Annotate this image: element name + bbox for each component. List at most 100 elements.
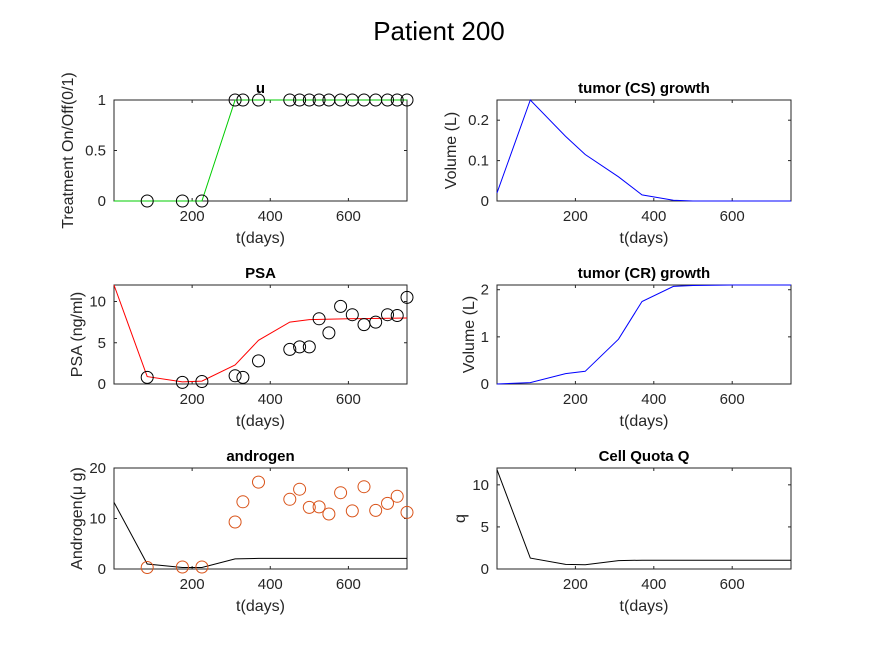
y-tick-label: 10 — [89, 511, 106, 528]
data-point — [322, 507, 336, 521]
y-tick-label: 0.1 — [468, 153, 489, 170]
data-point — [390, 309, 404, 322]
data-point — [381, 308, 394, 322]
series-line — [114, 99, 407, 202]
subplot-title: androgen — [226, 448, 294, 465]
data-point — [236, 495, 250, 509]
y-tick-label: 0 — [481, 193, 489, 210]
data-point — [236, 93, 250, 107]
data-point — [252, 354, 265, 368]
x-tick-label: 400 — [258, 391, 283, 408]
x-axis-label: t(days) — [620, 598, 669, 615]
subplot-title: tumor (CR) growth — [578, 265, 710, 282]
data-point — [252, 93, 265, 107]
data-point — [140, 194, 154, 208]
x-tick-label: 600 — [720, 576, 745, 593]
x-tick-label: 200 — [563, 391, 588, 408]
y-tick-label: 0.2 — [468, 112, 489, 129]
axes-frame — [496, 99, 792, 202]
data-point — [381, 496, 394, 510]
subplot-title: tumor (CS) growth — [578, 80, 710, 97]
y-tick-label: 0.5 — [85, 143, 106, 160]
x-tick-label: 600 — [336, 391, 361, 408]
data-point — [345, 308, 359, 322]
data-point — [195, 375, 209, 388]
plot-area — [496, 469, 791, 566]
data-point — [302, 340, 316, 354]
subplot-u: 200 400 600 0 0.5 1 u t(days) Treatment On/Off(0… — [60, 72, 414, 247]
x-tick-label: 600 — [720, 391, 745, 408]
y-tick-label: 5 — [481, 519, 489, 536]
data-point — [390, 93, 404, 107]
data-point — [283, 93, 297, 107]
series-line — [496, 99, 791, 202]
x-tick-label: 200 — [563, 208, 588, 225]
x-tick-label: 400 — [641, 391, 666, 408]
axes-frame — [113, 284, 408, 385]
data-point — [293, 93, 307, 107]
x-axis-label: t(days) — [620, 230, 669, 247]
data-point — [400, 505, 414, 519]
x-tick-label: 200 — [180, 576, 205, 593]
data-point — [228, 93, 242, 107]
data-point — [334, 299, 348, 313]
y-tick-label: 5 — [98, 335, 106, 352]
y-tick-label: 0 — [481, 376, 489, 393]
data-point — [390, 489, 404, 503]
x-tick-label: 600 — [336, 208, 361, 225]
data-point — [357, 480, 371, 494]
plot-area — [113, 475, 414, 574]
y-axis-label: Volume (L) — [443, 112, 460, 189]
data-point — [252, 475, 265, 489]
subplot-cs: 200 400 600 0 0.1 0.2 tumor (CS) growth t(days)… — [443, 80, 792, 247]
y-axis-label: Treatment On/Off(0/1) — [60, 72, 77, 229]
data-point — [293, 482, 307, 496]
data-point — [283, 342, 297, 356]
axes-frame — [496, 467, 792, 570]
series-line — [113, 284, 408, 383]
plot-area — [496, 99, 791, 202]
y-tick-label: 0 — [98, 376, 106, 393]
data-point — [175, 194, 189, 208]
subplot-grid: 200 400 600 0 0.5 1 u t(days) Treatment On/Off(0… — [60, 72, 792, 615]
subplot-psa: 200 400 600 0 5 10 PSA t(days) PSA (ng/ml) — [69, 265, 414, 430]
x-axis-label: t(days) — [236, 230, 285, 247]
x-tick-label: 600 — [720, 208, 745, 225]
x-tick-label: 600 — [336, 576, 361, 593]
y-axis-label: Androgen(μ g) — [69, 467, 86, 570]
data-point — [345, 504, 359, 518]
subplot-quota: 200 400 600 0 5 10 Cell Quota Q t(days) q — [452, 448, 792, 615]
x-tick-label: 400 — [641, 576, 666, 593]
axes-frame — [113, 99, 408, 202]
axes-frame — [496, 284, 792, 385]
data-point — [228, 369, 242, 383]
subplot-title: u — [256, 80, 265, 97]
y-axis-label: PSA (ng/ml) — [69, 292, 86, 377]
subplot-title: Cell Quota Q — [599, 448, 690, 465]
data-point — [312, 500, 326, 514]
data-point — [381, 93, 394, 107]
y-tick-label: 10 — [89, 294, 106, 311]
data-point — [195, 194, 209, 208]
y-tick-label: 1 — [481, 329, 489, 346]
y-tick-label: 1 — [98, 92, 106, 109]
plot-area — [114, 93, 414, 208]
y-axis-label: Volume (L) — [461, 296, 478, 373]
figure-title: Patient 200 — [373, 16, 505, 46]
y-tick-label: 0 — [481, 561, 489, 578]
x-tick-label: 400 — [258, 576, 283, 593]
x-tick-label: 200 — [563, 576, 588, 593]
data-point — [322, 326, 336, 340]
data-point — [369, 503, 383, 517]
subplot-androgen: 200 400 600 0 10 20 androgen t(days) Androgen(μ … — [69, 448, 414, 615]
subplot-cr: 200 400 600 0 1 2 tumor (CR) growth t(days) Volu… — [461, 265, 792, 430]
data-point — [312, 312, 326, 326]
plot-area — [496, 284, 791, 385]
x-axis-label: t(days) — [620, 413, 669, 430]
data-point — [369, 315, 383, 329]
series-line — [496, 284, 791, 385]
axes-frame — [113, 467, 408, 570]
plot-area — [113, 284, 414, 389]
data-point — [175, 375, 189, 389]
